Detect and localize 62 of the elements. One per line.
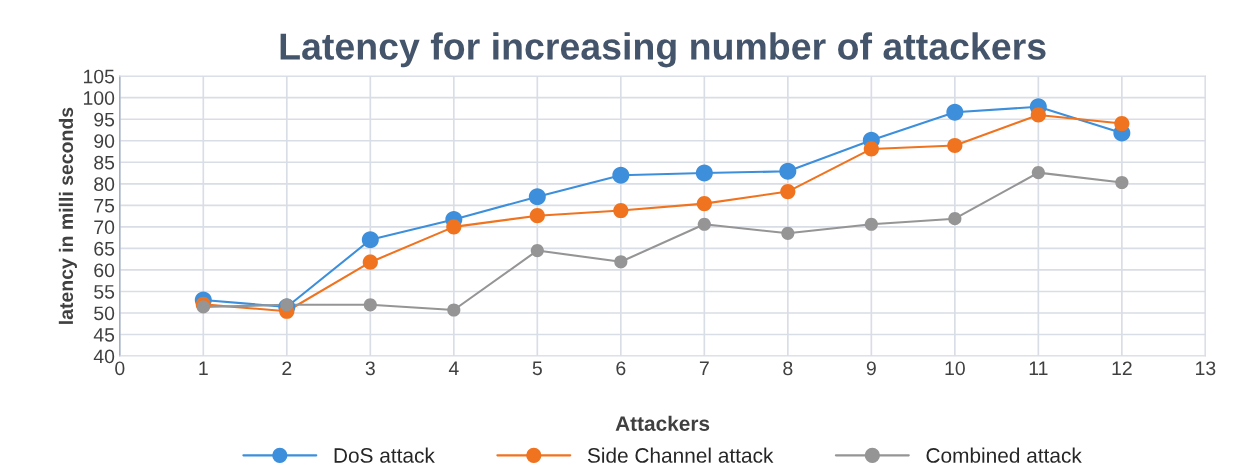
y-tick-label: 50	[94, 306, 115, 321]
point	[447, 303, 461, 317]
point	[1114, 115, 1130, 132]
point	[613, 202, 629, 219]
point	[530, 243, 544, 258]
point	[696, 196, 712, 212]
y-tick-label: 85	[94, 155, 115, 170]
x-tick-label: 2	[282, 361, 292, 375]
y-tick-label: 95	[94, 112, 115, 127]
point	[779, 162, 797, 180]
x-tick-label: 3	[365, 361, 375, 376]
point	[781, 226, 795, 240]
y-tick-label: 80	[94, 177, 115, 192]
y-tick-label: 45	[93, 328, 115, 342]
point	[695, 164, 713, 182]
point	[363, 298, 377, 312]
x-tick-label: 10	[945, 361, 965, 376]
y-tick-label: 60	[94, 263, 115, 278]
x-tick-label: 12	[1112, 361, 1132, 375]
x-tick-label: 9	[866, 361, 876, 376]
point	[1030, 107, 1046, 123]
chart-title: Latency for increasing number of attackers	[280, 32, 1046, 68]
point	[446, 219, 462, 235]
point	[864, 217, 878, 231]
x-tick-label: 1	[199, 361, 208, 375]
point	[361, 231, 379, 249]
legend-label: Side Channel attack	[587, 447, 774, 463]
y-tick-label: 75	[94, 199, 115, 213]
x-tick-label: 5	[532, 361, 542, 376]
point	[280, 298, 294, 312]
y-tick-label: 90	[94, 134, 115, 148]
point	[1115, 175, 1129, 190]
point	[946, 103, 964, 121]
y-tick-label: 105	[83, 69, 115, 84]
x-axis-title: Attackers	[615, 415, 710, 431]
point	[529, 208, 545, 224]
x-tick-label: 13	[1196, 361, 1216, 376]
point	[780, 183, 796, 200]
point	[948, 212, 962, 226]
point	[614, 255, 628, 269]
x-tick-label: 4	[448, 361, 459, 375]
point	[196, 300, 210, 314]
point	[362, 254, 378, 270]
y-axis-title: latency in milli seconds	[58, 107, 77, 324]
x-tick-label: 11	[1029, 361, 1048, 375]
point	[863, 141, 879, 157]
point	[697, 217, 711, 231]
legend-label: DoS attack	[334, 447, 435, 463]
y-tick-label: 55	[94, 285, 115, 299]
y-tick-label: 100	[83, 91, 115, 105]
y-tick-label: 70	[94, 220, 115, 235]
x-tick-label: 6	[616, 361, 626, 376]
point	[1031, 166, 1045, 180]
x-tick-label: 7	[699, 361, 709, 375]
legend-label: Combined attack	[926, 447, 1082, 463]
y-tick-label: 40	[93, 349, 115, 364]
point	[947, 137, 963, 154]
point	[612, 166, 630, 184]
point	[528, 188, 546, 206]
x-tick-label: 0	[115, 361, 125, 376]
y-tick-label: 65	[94, 241, 115, 256]
x-tick-label: 8	[783, 361, 793, 376]
